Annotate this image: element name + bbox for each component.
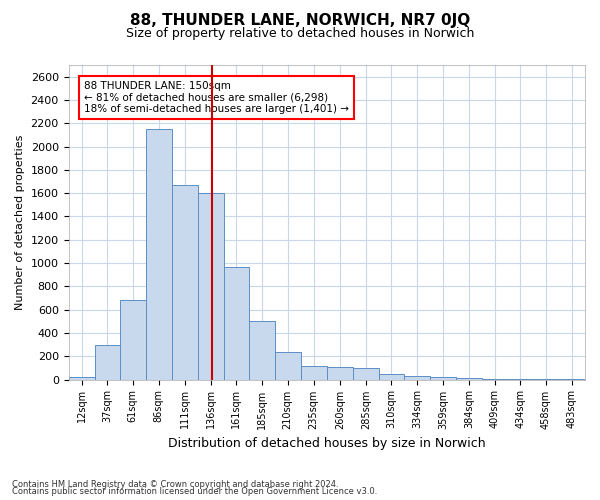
Bar — [430, 376, 456, 380]
Bar — [456, 378, 482, 380]
Bar — [275, 352, 301, 380]
Bar — [559, 379, 585, 380]
Bar — [404, 376, 430, 380]
Bar — [301, 366, 327, 380]
Bar — [327, 367, 353, 380]
Text: Contains public sector information licensed under the Open Government Licence v3: Contains public sector information licen… — [12, 487, 377, 496]
Bar — [197, 193, 224, 380]
Y-axis label: Number of detached properties: Number of detached properties — [15, 134, 25, 310]
Bar — [353, 368, 379, 380]
X-axis label: Distribution of detached houses by size in Norwich: Distribution of detached houses by size … — [168, 437, 485, 450]
Bar — [146, 129, 172, 380]
Bar — [224, 266, 248, 380]
Bar — [482, 379, 508, 380]
Bar — [68, 377, 95, 380]
Text: Contains HM Land Registry data © Crown copyright and database right 2024.: Contains HM Land Registry data © Crown c… — [12, 480, 338, 489]
Bar — [533, 379, 559, 380]
Bar — [379, 374, 404, 380]
Bar — [95, 344, 119, 380]
Text: 88 THUNDER LANE: 150sqm
← 81% of detached houses are smaller (6,298)
18% of semi: 88 THUNDER LANE: 150sqm ← 81% of detache… — [84, 80, 349, 114]
Text: 88, THUNDER LANE, NORWICH, NR7 0JQ: 88, THUNDER LANE, NORWICH, NR7 0JQ — [130, 12, 470, 28]
Text: Size of property relative to detached houses in Norwich: Size of property relative to detached ho… — [126, 28, 474, 40]
Bar — [119, 300, 146, 380]
Bar — [248, 322, 275, 380]
Bar — [508, 379, 533, 380]
Bar — [172, 185, 197, 380]
